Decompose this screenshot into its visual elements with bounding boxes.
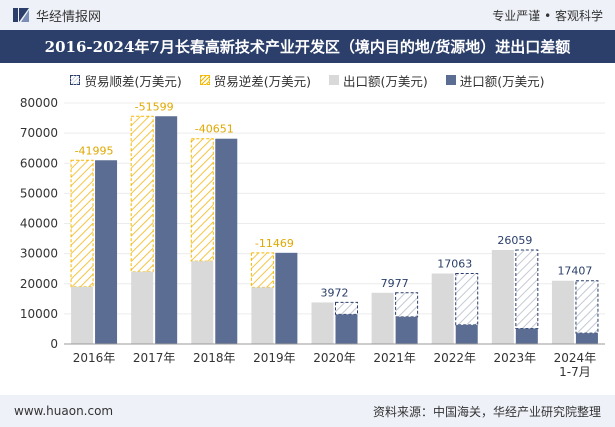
- export-bar: [71, 286, 94, 344]
- legend-item-deficit: 贸易逆差(万美元): [199, 71, 311, 90]
- export-bar: [251, 287, 274, 344]
- y-tick-label: 40000: [20, 217, 58, 231]
- deficit-bar: [250, 252, 274, 288]
- brand-name: 华经情报网: [36, 9, 102, 25]
- trade-balance-chart: -41995 -51599 -40651 -11469 3972 7977 17063 260…: [20, 96, 605, 379]
- huajing-logo-icon: [12, 6, 30, 24]
- x-tick-label: 2016年: [73, 351, 116, 365]
- export-bar: [191, 261, 214, 344]
- y-tick-label: 80000: [20, 96, 58, 110]
- surplus-bar: [395, 292, 419, 318]
- surplus-bar: [335, 301, 358, 315]
- y-tick-label: 30000: [20, 247, 58, 261]
- x-tick-label: 2017年: [133, 351, 176, 365]
- import-bar: [335, 314, 358, 344]
- footer-source: 资料来源：中国海关，华经产业研究院整理: [372, 404, 601, 419]
- import-bar: [275, 252, 298, 344]
- brand: 华经情报网: [12, 6, 101, 25]
- deficit-bar: [130, 115, 154, 273]
- import-bar: [575, 333, 598, 344]
- y-tick-label: 60000: [20, 156, 58, 170]
- legend-item-exports: 出口额(万美元): [329, 71, 428, 90]
- legend-label-surplus: 贸易顺差(万美元): [84, 73, 182, 89]
- export-bar: [371, 292, 394, 344]
- import-bar: [155, 116, 178, 344]
- legend-label-exports: 出口额(万美元): [343, 73, 428, 89]
- balance-label: -51599: [135, 100, 174, 113]
- top-bar: 华经情报网 专业严谨 • 客观科学: [0, 0, 615, 30]
- surplus-bar: [515, 249, 539, 330]
- x-tick-label: 2022年: [433, 351, 476, 365]
- x-tick-label: 2019年: [253, 351, 296, 365]
- y-tick-label: 10000: [20, 307, 58, 321]
- legend: 贸易顺差(万美元) 贸易逆差(万美元) 出口额(万美元) 进口额(万美元): [0, 68, 615, 92]
- legend-item-surplus: 贸易顺差(万美元): [70, 71, 182, 90]
- export-bar: [131, 271, 154, 344]
- balance-label: -41995: [75, 144, 114, 157]
- legend-swatch-surplus: [70, 75, 81, 85]
- x-tick-label: 2023年: [494, 351, 537, 365]
- y-tick-label: 50000: [20, 186, 58, 200]
- x-tick-label: 2018年: [193, 351, 236, 365]
- balance-label: -40651: [195, 123, 234, 136]
- footer: www.huaon.com 资料来源：中国海关，华经产业研究院整理: [0, 395, 615, 427]
- balance-label: -11469: [255, 237, 294, 250]
- x-tick-label: 2024年: [554, 351, 597, 365]
- balance-label: 17063: [437, 258, 472, 271]
- y-tick-label: 0: [50, 337, 58, 351]
- export-bar: [311, 302, 334, 344]
- deficit-bar: [190, 138, 214, 262]
- export-bar: [431, 273, 454, 344]
- x-tick-label: 2020年: [313, 351, 356, 365]
- import-bar: [515, 328, 538, 344]
- export-bar: [491, 250, 514, 344]
- surplus-bar: [455, 273, 479, 326]
- balance-label: 17407: [557, 265, 592, 278]
- footer-url: www.huaon.com: [14, 404, 114, 418]
- import-bar: [395, 316, 418, 344]
- chart-title: 2016-2024年7月长春高新技术产业开发区（境内目的地/货源地）进出口差额: [0, 30, 615, 63]
- tagline: 专业严谨 • 客观科学: [492, 8, 603, 23]
- import-bar: [455, 324, 478, 344]
- legend-swatch-imports: [445, 75, 456, 85]
- surplus-bar: [575, 280, 599, 334]
- balance-label: 26059: [497, 234, 532, 247]
- x-tick-label: 2021年: [373, 351, 416, 365]
- legend-swatch-deficit: [199, 75, 210, 85]
- y-tick-label: 20000: [20, 277, 58, 291]
- y-tick-label: 70000: [20, 126, 58, 140]
- deficit-bar: [70, 159, 94, 288]
- import-bar: [95, 160, 118, 344]
- x-tick-label: 1-7月: [559, 365, 591, 379]
- legend-label-deficit: 贸易逆差(万美元): [213, 73, 311, 89]
- export-bar: [551, 280, 574, 344]
- legend-item-imports: 进口额(万美元): [445, 71, 545, 90]
- balance-label: 7977: [381, 277, 409, 290]
- import-bar: [215, 138, 238, 344]
- legend-label-imports: 进口额(万美元): [459, 73, 545, 89]
- legend-swatch-exports: [329, 75, 339, 85]
- balance-label: 3972: [321, 286, 349, 299]
